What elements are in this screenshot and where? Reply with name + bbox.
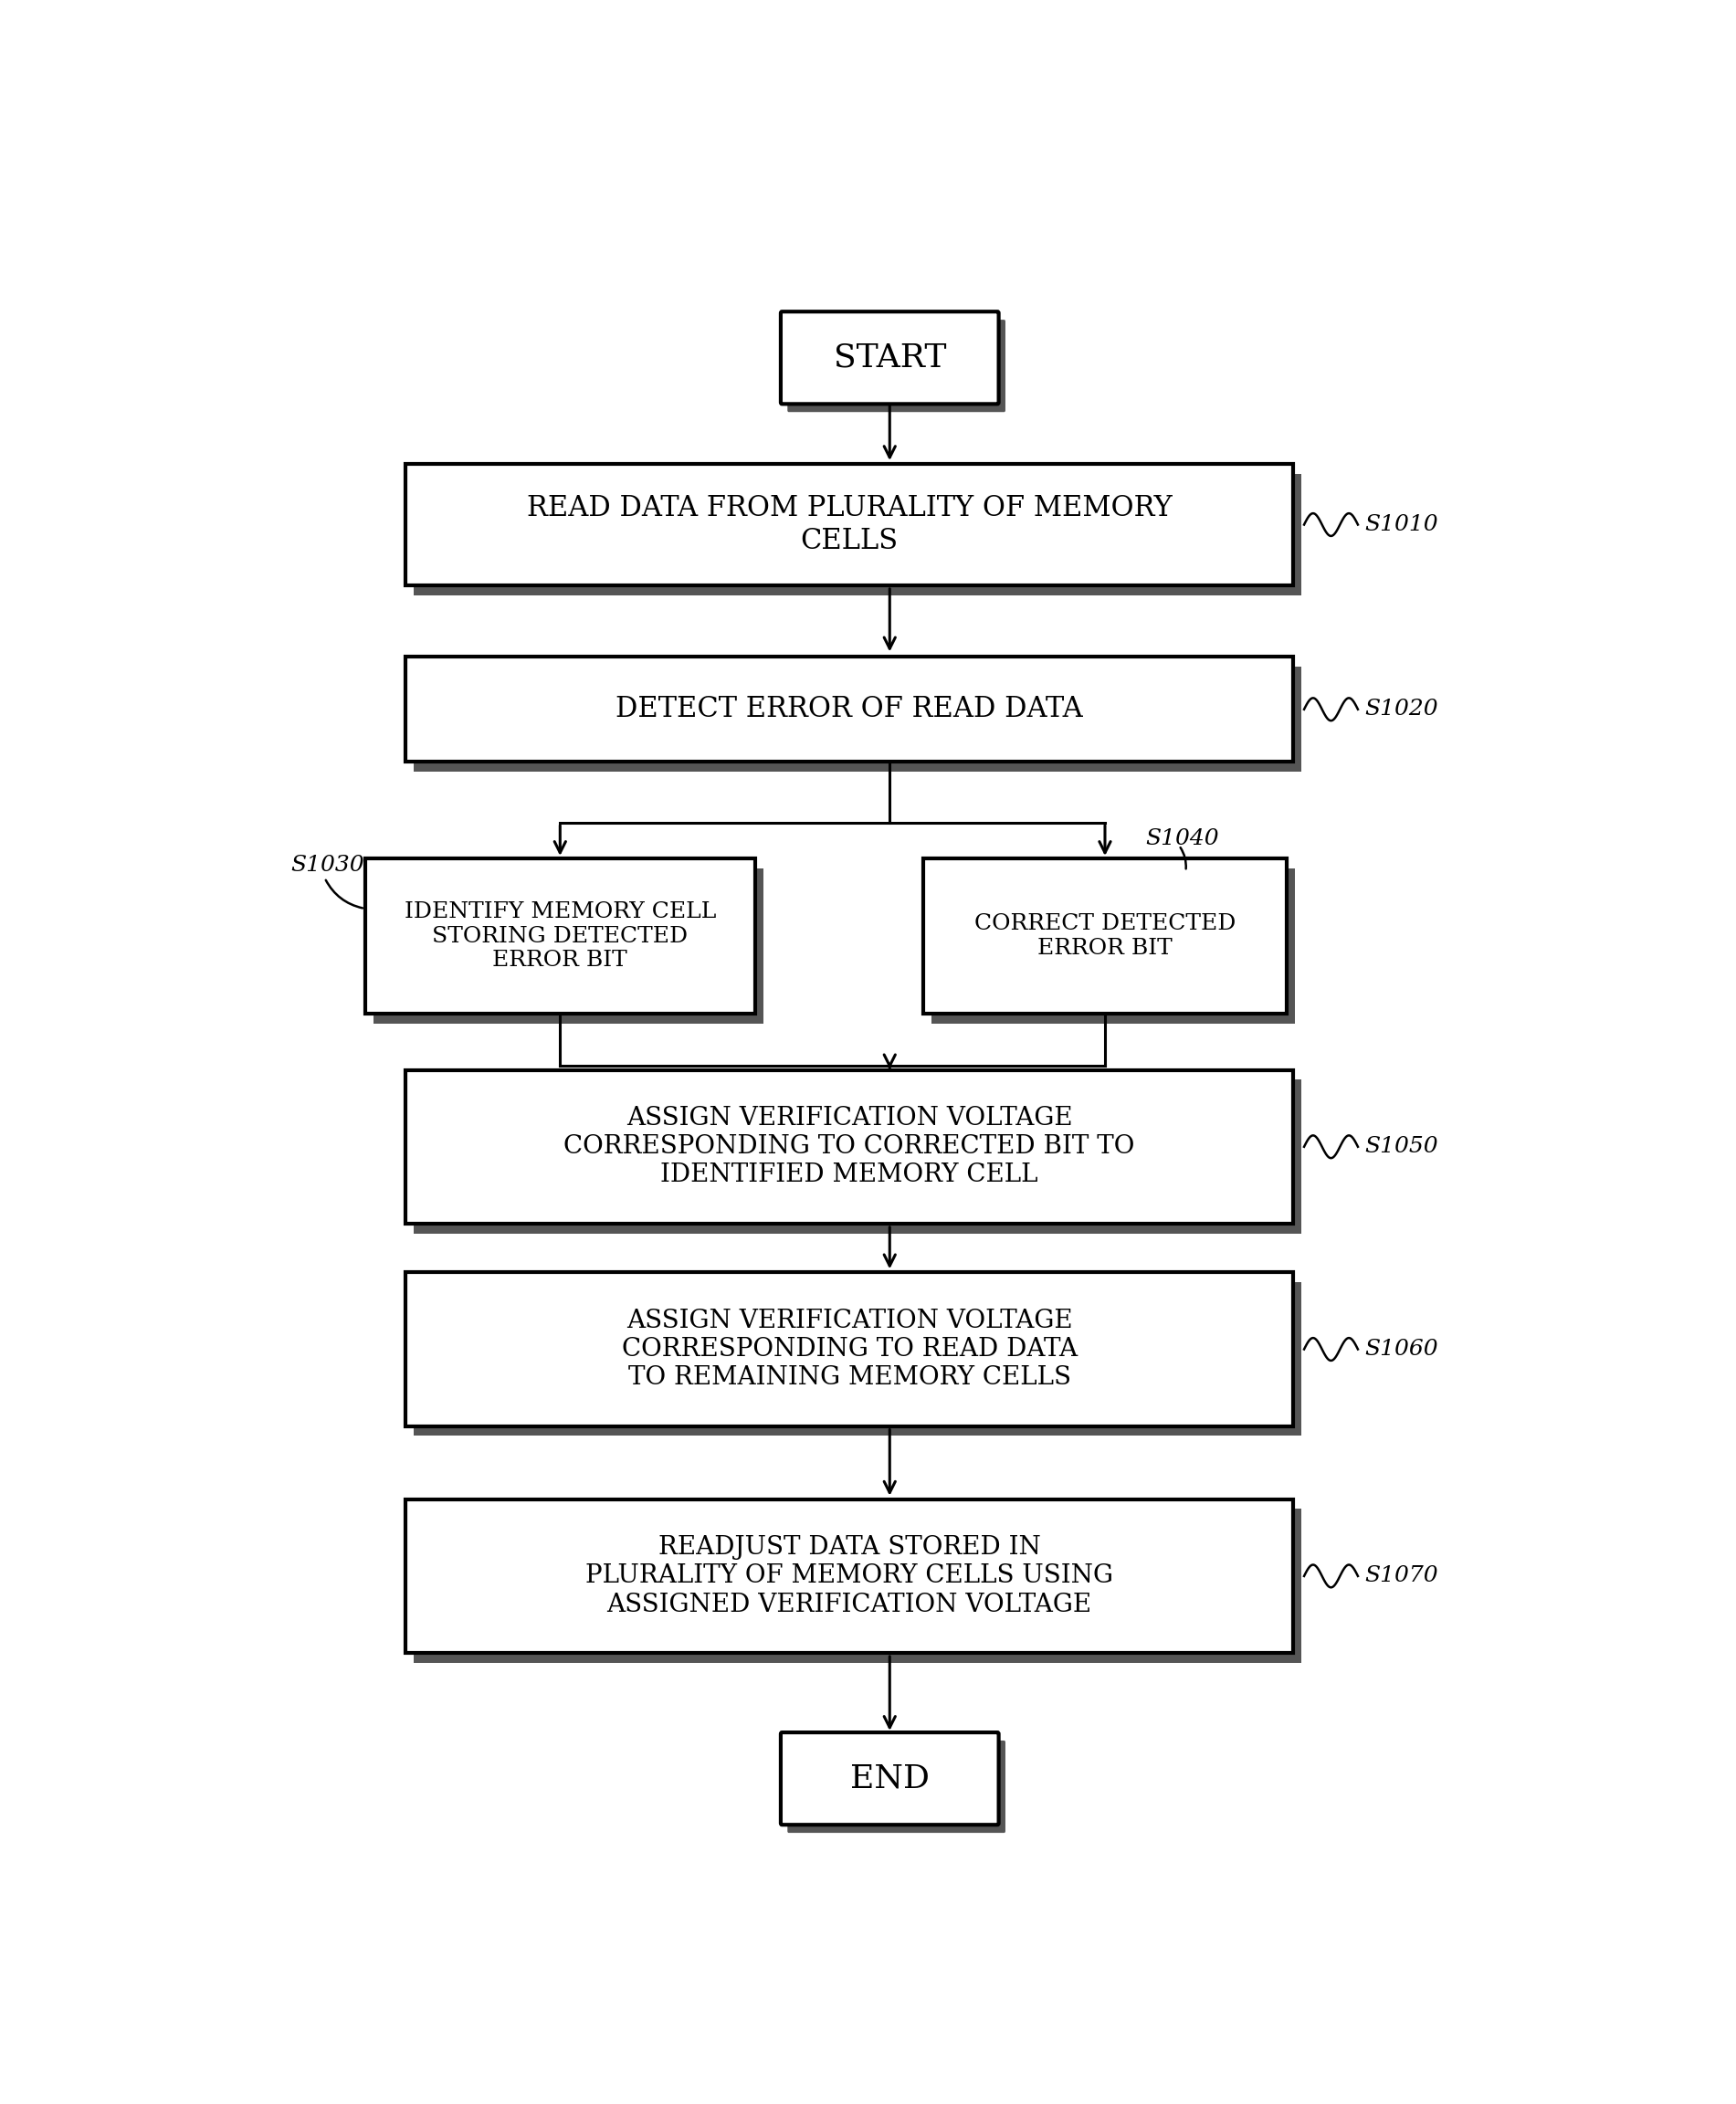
Text: S1030: S1030 [292, 854, 365, 875]
Text: IDENTIFY MEMORY CELL
STORING DETECTED
ERROR BIT: IDENTIFY MEMORY CELL STORING DETECTED ER… [404, 901, 715, 970]
Text: DETECT ERROR OF READ DATA: DETECT ERROR OF READ DATA [616, 694, 1083, 724]
Text: ASSIGN VERIFICATION VOLTAGE
CORRESPONDING TO READ DATA
TO REMAINING MEMORY CELLS: ASSIGN VERIFICATION VOLTAGE CORRESPONDIN… [621, 1309, 1078, 1391]
Polygon shape [413, 473, 1302, 595]
Text: CORRECT DETECTED
ERROR BIT: CORRECT DETECTED ERROR BIT [974, 913, 1236, 959]
Text: S1050: S1050 [1364, 1136, 1437, 1157]
Text: S1060: S1060 [1364, 1338, 1437, 1359]
Polygon shape [406, 1069, 1293, 1225]
FancyBboxPatch shape [781, 311, 998, 404]
FancyBboxPatch shape [781, 1732, 998, 1824]
Text: END: END [851, 1763, 929, 1795]
Polygon shape [373, 869, 764, 1025]
Polygon shape [413, 1281, 1302, 1435]
FancyBboxPatch shape [788, 320, 1005, 412]
Text: S1070: S1070 [1364, 1565, 1437, 1586]
Text: S1010: S1010 [1364, 513, 1437, 534]
Polygon shape [413, 1079, 1302, 1233]
Text: START: START [833, 343, 946, 372]
Polygon shape [365, 858, 755, 1014]
Polygon shape [406, 1273, 1293, 1427]
FancyBboxPatch shape [788, 1740, 1005, 1833]
Text: S1040: S1040 [1146, 829, 1219, 850]
Polygon shape [406, 463, 1293, 585]
Polygon shape [406, 1500, 1293, 1654]
Text: S1020: S1020 [1364, 699, 1437, 720]
Text: READ DATA FROM PLURALITY OF MEMORY
CELLS: READ DATA FROM PLURALITY OF MEMORY CELLS [526, 494, 1172, 555]
Polygon shape [413, 1509, 1302, 1662]
Polygon shape [413, 667, 1302, 772]
Polygon shape [406, 656, 1293, 762]
Text: READJUST DATA STORED IN
PLURALITY OF MEMORY CELLS USING
ASSIGNED VERIFICATION VO: READJUST DATA STORED IN PLURALITY OF MEM… [585, 1536, 1113, 1616]
Polygon shape [932, 869, 1295, 1025]
Text: ASSIGN VERIFICATION VOLTAGE
CORRESPONDING TO CORRECTED BIT TO
IDENTIFIED MEMORY : ASSIGN VERIFICATION VOLTAGE CORRESPONDIN… [564, 1107, 1135, 1187]
Polygon shape [924, 858, 1286, 1014]
